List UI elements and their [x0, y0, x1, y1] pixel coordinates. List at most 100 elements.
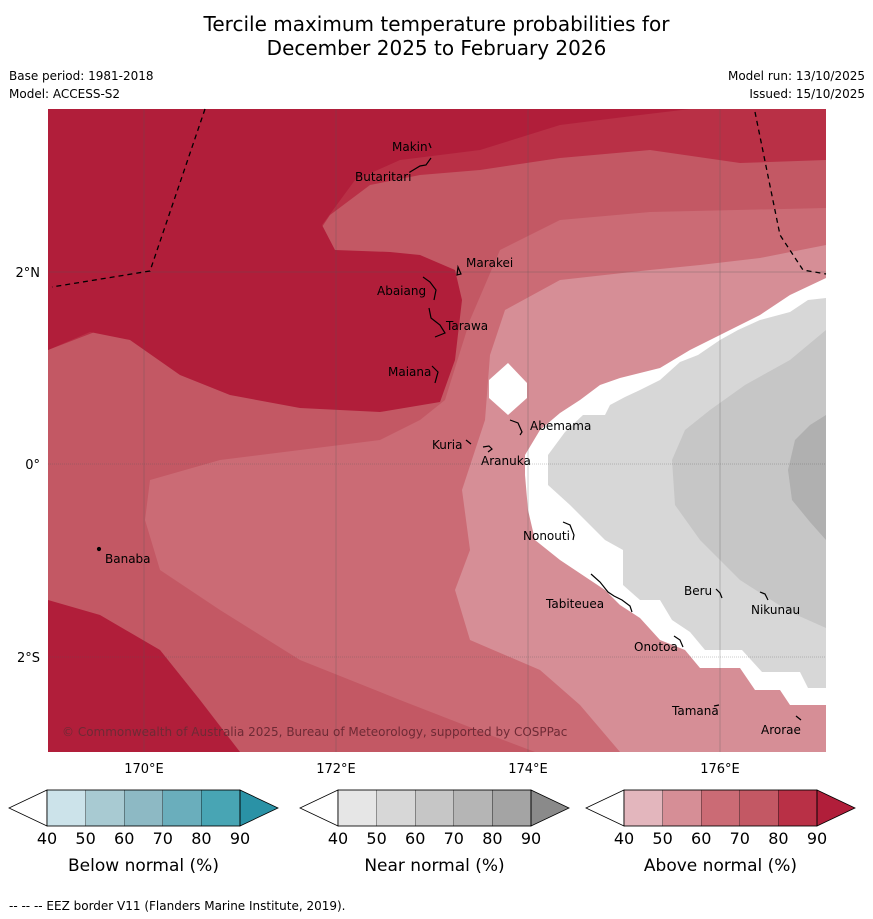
colorbar-under-arrow	[8, 789, 48, 827]
colorbar-tick-label: 50	[75, 829, 95, 848]
colorbar-tick-label: 40	[37, 829, 57, 848]
colorbar-segment	[778, 789, 818, 827]
colorbar-frame	[623, 789, 818, 827]
colorbar-tick-label: 40	[614, 829, 634, 848]
island-banaba	[96, 546, 102, 552]
eez-border-east	[754, 111, 827, 275]
island-nikunau	[759, 591, 769, 601]
x-tick-label: 174°E	[508, 762, 548, 777]
contour-near-60	[672, 330, 826, 628]
colorbar-label: Above normal (%)	[644, 856, 797, 876]
colorbar-under-arrow	[585, 789, 625, 827]
copyright-notice: © Commonwealth of Australia 2025, Bureau…	[62, 725, 567, 739]
colorbar-tick-label: 40	[328, 829, 348, 848]
colorbar-tick-label: 60	[691, 829, 711, 848]
place-label: Tarawa	[445, 319, 488, 333]
island-kuria	[465, 439, 472, 445]
colorbar-tick-label: 90	[521, 829, 541, 848]
probability-contours	[48, 109, 826, 752]
place-label: Arorae	[761, 723, 801, 737]
y-tick-label: 2°S	[17, 651, 40, 666]
colorbar-segment	[46, 789, 86, 827]
island-abemama	[509, 419, 523, 436]
title-line-1: Tercile maximum temperature probabilitie…	[203, 12, 670, 36]
colorbar-tick-label: 90	[230, 829, 250, 848]
colorbar-label: Below normal (%)	[68, 856, 219, 876]
island-butaritari	[409, 157, 432, 173]
island-onotoa	[673, 635, 684, 648]
island-maiana	[431, 365, 439, 384]
colorbar-segment	[701, 789, 740, 827]
colorbar-tick-label: 70	[444, 829, 464, 848]
place-labels: Makin Butaritari Marakei Abaiang Tarawa …	[105, 140, 801, 737]
colorbar-segment	[201, 789, 241, 827]
island-beru	[715, 588, 723, 599]
colorbar-tick-label: 80	[191, 829, 211, 848]
colorbar-under-arrow	[299, 789, 339, 827]
colorbar-label: Near normal (%)	[364, 856, 504, 876]
colorbar-segment	[162, 789, 202, 827]
colorbar-segment	[124, 789, 163, 827]
meta-right: Model run: 13/10/2025 Issued: 15/10/2025	[728, 67, 865, 103]
colorbar-segment	[739, 789, 779, 827]
place-label: Aranuka	[481, 454, 531, 468]
colorbar-tick-label: 90	[807, 829, 827, 848]
island-aranuka	[482, 445, 493, 453]
x-tick-label: 172°E	[316, 762, 356, 777]
y-tick-label: 0°	[25, 458, 40, 473]
colorbar: 40 50 60 70 80 90 Near normal (%)	[299, 789, 570, 876]
place-label: Marakei	[466, 256, 513, 270]
place-label: Abemama	[530, 419, 591, 433]
colorbar-tick-label: 60	[405, 829, 425, 848]
island-abaiang	[422, 276, 437, 301]
place-label: Banaba	[105, 552, 151, 566]
colorbar-segment	[623, 789, 663, 827]
colorbar-segment	[85, 789, 125, 827]
eez-border-west	[51, 108, 206, 288]
model-run: Model run: 13/10/2025	[727, 69, 865, 83]
colorbar-segment	[415, 789, 454, 827]
island-makin	[428, 142, 432, 149]
place-label: Abaiang	[377, 284, 426, 298]
colorbar-tick-label: 60	[114, 829, 134, 848]
y-tick-label: 2°N	[16, 266, 41, 281]
colorbar-tick-label: 50	[366, 829, 386, 848]
colorbar-over-arrow	[816, 789, 856, 827]
base-period: Base period: 1981-2018	[9, 69, 154, 83]
issued-date: Issued: 15/10/2025	[749, 87, 865, 101]
place-label: Makin	[392, 140, 428, 154]
island-marakei	[456, 264, 462, 276]
contour-near-70	[788, 415, 826, 540]
colorbar-group: 40 50 60 70 80 90 Below normal (%) 40 50 60 70 80 90…	[8, 789, 856, 876]
place-label: Maiana	[388, 365, 431, 379]
island-tamana	[713, 704, 720, 707]
map-title: Tercile maximum temperature probabilitie…	[0, 12, 873, 60]
title-line-2: December 2025 to February 2026	[266, 36, 607, 60]
x-tick-label: 176°E	[700, 762, 740, 777]
colorbar-tick-label: 70	[153, 829, 173, 848]
island-tarawa	[428, 307, 446, 338]
meta-left: Base period: 1981-2018 Model: ACCESS-S2	[9, 67, 154, 103]
missing-blob	[489, 363, 527, 415]
place-label: Nonouti	[523, 529, 570, 543]
colorbar-over-arrow	[530, 789, 570, 827]
colorbar-frame	[337, 789, 532, 827]
graticule	[48, 109, 826, 752]
colorbar: 40 50 60 70 80 90 Above normal (%)	[585, 789, 856, 876]
x-tick-label: 170°E	[124, 762, 164, 777]
place-label: Tamana	[671, 704, 719, 718]
colorbar-segment	[492, 789, 532, 827]
island-arorae	[795, 715, 802, 721]
island-outlines	[96, 142, 802, 721]
place-label: Butaritari	[355, 170, 412, 184]
colorbar-segment	[376, 789, 416, 827]
colorbar-tick-label: 50	[652, 829, 672, 848]
eez-borders	[51, 108, 827, 288]
colorbar-over-arrow	[239, 789, 279, 827]
place-label: Tabiteuea	[545, 597, 604, 611]
colorbar-segment	[337, 789, 377, 827]
island-tabiteuea	[590, 573, 633, 613]
axis-ticks: 170°E 172°E 174°E 176°E 2°N 0° 2°S	[16, 266, 740, 777]
colorbar-tick-label: 80	[768, 829, 788, 848]
